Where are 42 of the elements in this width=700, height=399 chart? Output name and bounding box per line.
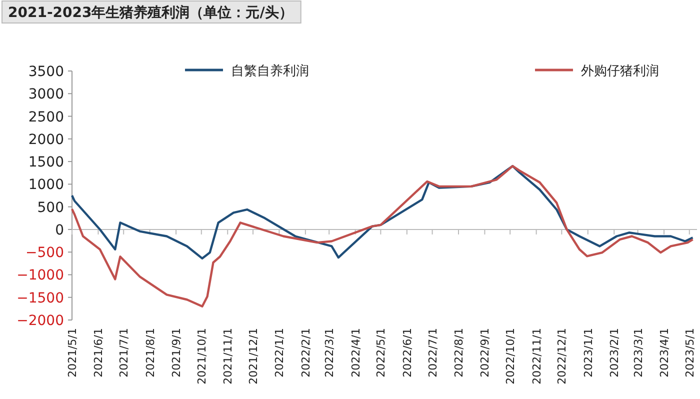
y-tick-label: 0 (55, 222, 64, 238)
y-tick-label: 3500 (28, 64, 64, 80)
x-tick-label: 2021/12/1 (246, 328, 260, 384)
y-tick-label: 500 (37, 200, 64, 216)
line-series (70, 164, 694, 260)
y-tick-label: 2000 (28, 132, 64, 148)
x-tick-label: 2023/4/1 (658, 328, 672, 378)
x-tick-label: 2021/6/1 (92, 328, 106, 378)
y-tick-label: −2000 (16, 313, 64, 329)
y-tick-label: −1000 (16, 268, 64, 284)
x-tick-label: 2021/5/1 (66, 328, 79, 378)
y-tick-label: −1500 (16, 290, 64, 306)
x-tick-label: 2021/11/1 (222, 328, 235, 384)
y-tick-label: 1500 (28, 154, 64, 171)
line-series (70, 164, 694, 308)
x-tick-label: 2022/3/1 (323, 328, 336, 378)
x-tick-label: 2022/8/1 (452, 328, 466, 378)
x-tick-label: 2023/2/1 (608, 328, 622, 378)
y-tick-label: −500 (26, 245, 64, 262)
x-tick-label: 2023/1/1 (582, 328, 595, 378)
chart-title: 2021-2023年生猪养殖利润（单位：元/头） (8, 4, 293, 21)
x-tick-label: 2021/7/1 (118, 328, 131, 378)
x-tick-label: 2021/8/1 (144, 328, 157, 378)
x-tick-label: 2022/11/1 (530, 328, 544, 384)
x-tick-label: 2021/9/1 (170, 328, 184, 378)
y-tick-label: 2500 (28, 109, 64, 126)
y-tick-label: 1000 (28, 177, 64, 194)
x-tick-label: 2022/6/1 (400, 328, 414, 378)
x-tick-label: 2022/12/1 (556, 328, 569, 384)
legend-label: 外购仔猪利润 (581, 64, 659, 79)
x-tick-label: 2021/10/1 (195, 328, 208, 384)
x-tick-label: 2022/1/1 (273, 328, 286, 378)
y-tick-label: 3000 (28, 86, 64, 103)
x-tick-label: 2022/4/1 (349, 328, 362, 378)
x-tick-label: 2022/2/1 (299, 328, 312, 378)
x-tick-label: 2023/3/1 (632, 328, 645, 378)
x-tick-label: 2022/7/1 (426, 328, 440, 378)
x-tick-label: 2022/9/1 (478, 328, 492, 378)
x-tick-label: 2022/10/1 (504, 328, 518, 384)
legend-label: 自繁自养利润 (231, 63, 309, 79)
x-tick-label: 2022/5/1 (374, 328, 388, 378)
x-tick-label: 2023/5/1 (683, 328, 696, 378)
